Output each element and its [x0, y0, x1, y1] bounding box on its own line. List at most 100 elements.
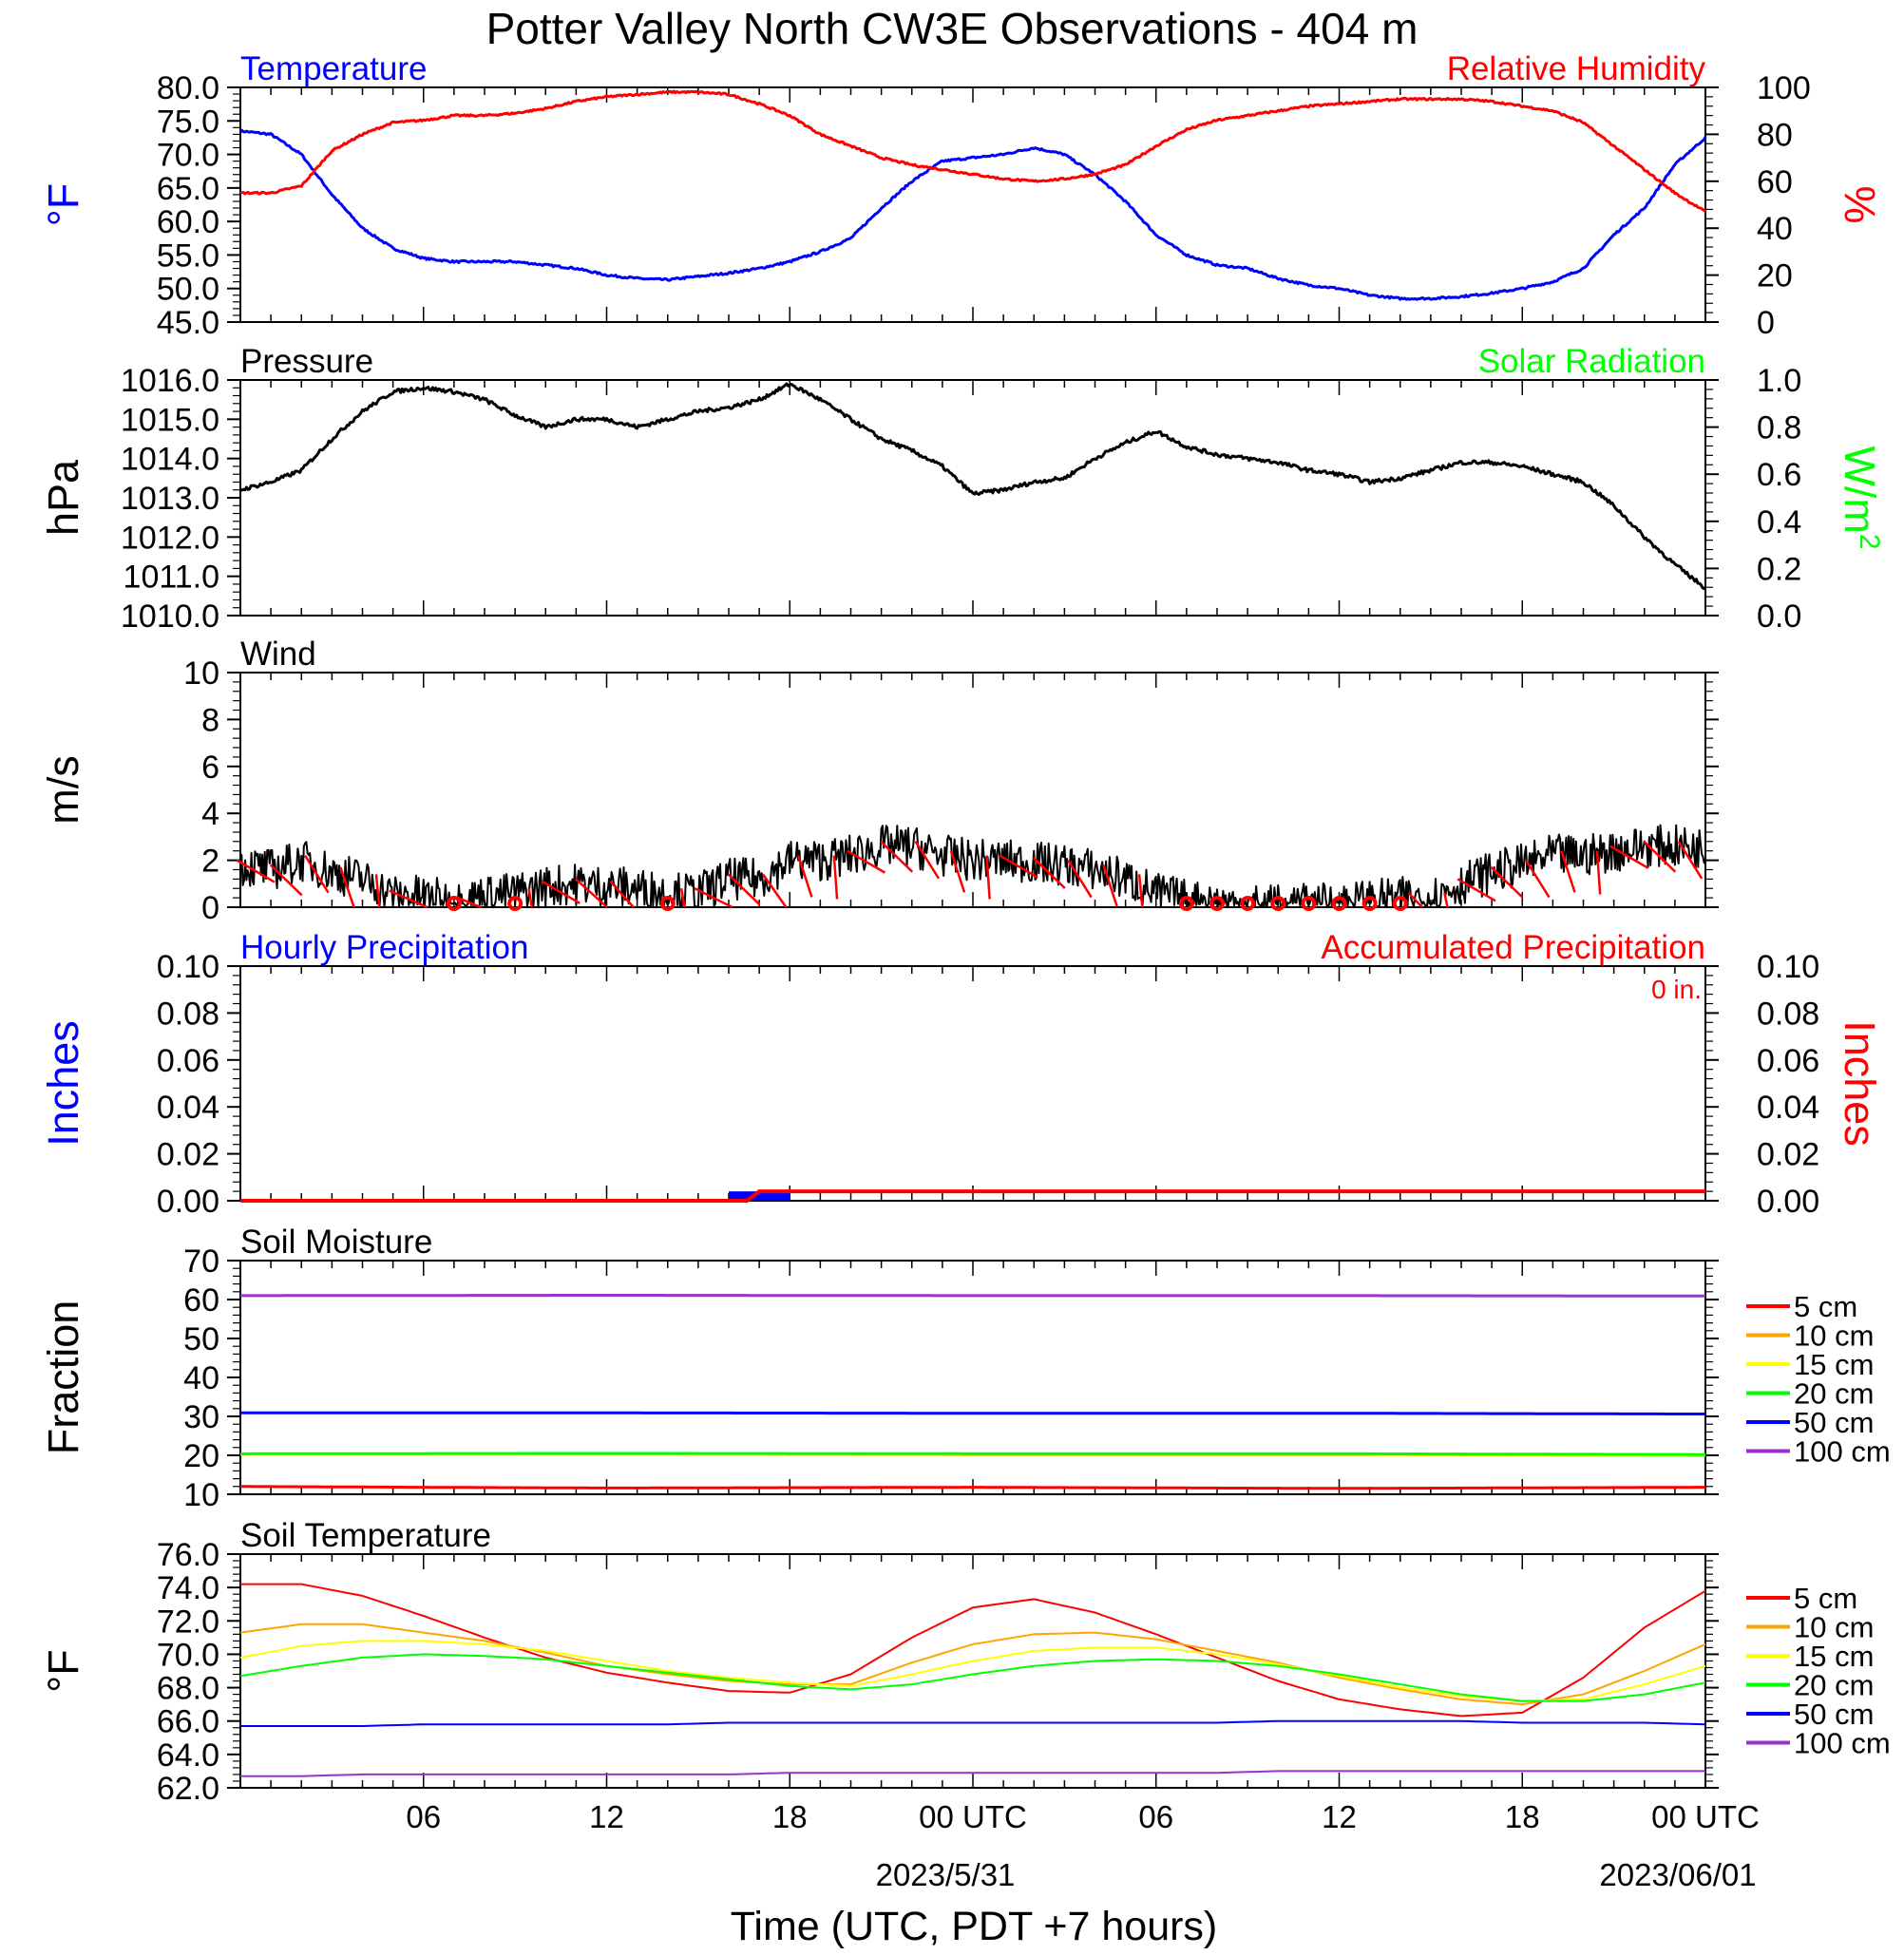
series-5-cm	[240, 1583, 1706, 1718]
wind-barb	[1525, 859, 1551, 899]
calm-wind-marker	[1301, 896, 1317, 911]
wind-barb	[761, 873, 788, 908]
x-date-label-2: 2023/06/01	[1599, 1857, 1756, 1892]
series-accumulated-precipitation	[240, 1189, 1705, 1203]
wind-barb	[1102, 864, 1118, 907]
y-tick-label: 74.0	[157, 1570, 219, 1606]
y-axis-label: m/s	[39, 755, 87, 825]
legend-label: 5 cm	[1794, 1582, 1857, 1615]
y-tick-label: 1014.0	[121, 442, 219, 478]
y-tick-label: 40	[183, 1360, 219, 1396]
series-5-cm	[240, 1485, 1705, 1490]
y-tick-label: 0.00	[157, 1184, 219, 1220]
y-tick-label: 70.0	[157, 1637, 219, 1673]
panel-title: Soil Moisture	[240, 1224, 432, 1261]
y-tick-label: 0.04	[157, 1090, 219, 1126]
y-tick-label: 30	[183, 1399, 219, 1435]
x-tick-label: 18	[772, 1799, 808, 1834]
series-temperature	[238, 128, 1707, 301]
y-right-tick-label: 0.02	[1757, 1137, 1819, 1173]
calm-wind-marker	[1331, 896, 1347, 911]
y-axis-label: °F	[39, 1649, 87, 1692]
wind-barb	[949, 850, 966, 893]
y-tick-label: 1016.0	[121, 363, 219, 399]
calm-wind-marker	[446, 896, 462, 911]
wind-barb	[914, 841, 941, 880]
y-tick-label: 0.02	[157, 1137, 219, 1173]
wind-barb	[541, 880, 581, 904]
panel-hourly-precipitation: 0.00 0.02 0.04 0.06 0.08 0.10 0.00 0.02 0.04 0.06…	[39, 929, 1884, 1220]
legend-label: 10 cm	[1794, 1611, 1874, 1644]
y-tick-label: 0.10	[157, 949, 219, 985]
y-tick-label: 65.0	[157, 171, 219, 207]
wind-barb	[1443, 892, 1449, 908]
wind-barb	[1595, 850, 1602, 895]
series-wind	[239, 824, 1706, 908]
y-tick-label: 62.0	[157, 1771, 219, 1807]
wind-barb	[236, 859, 276, 883]
calm-wind-marker	[1178, 896, 1194, 911]
wind-barb	[457, 896, 482, 909]
series-relative-humidity	[239, 89, 1706, 213]
wind-barb	[389, 889, 428, 909]
y-tick-label: 70.0	[157, 138, 219, 174]
y-axis-label: hPa	[39, 459, 87, 536]
calm-wind-marker	[507, 896, 524, 911]
wind-barb	[847, 849, 886, 874]
panel-soil-temperature: 62.064.066.068.070.072.074.076.0 Soil Tem…	[39, 1517, 1891, 1834]
y-axis-label: Fraction	[39, 1300, 87, 1455]
y-tick-label: 60.0	[157, 204, 219, 240]
wind-barb	[985, 855, 991, 900]
precip-bar	[729, 1191, 760, 1201]
y-right-tick-label: 0.04	[1757, 1090, 1819, 1126]
series-100-cm	[240, 1294, 1705, 1298]
accumulated-total-label: 0 in.	[1651, 975, 1702, 1004]
precip-bar	[759, 1191, 790, 1201]
legend-label: 10 cm	[1794, 1319, 1874, 1353]
y-tick-label: 6	[201, 750, 219, 786]
y-tick-label: 0	[201, 890, 219, 926]
y-tick-label: 10	[183, 1477, 219, 1513]
chart-title: Potter Valley North CW3E Observations - …	[486, 4, 1418, 53]
wind-barb	[374, 874, 381, 908]
wind-barb	[679, 887, 686, 908]
y-right-tick-label: 0.6	[1757, 457, 1801, 493]
legend-label: 15 cm	[1794, 1640, 1874, 1673]
panel-wind: 0 2 4 6 8 10 Wind m/s	[39, 636, 1719, 926]
y-tick-label: 72.0	[157, 1604, 219, 1640]
x-date-label-1: 2023/5/31	[876, 1857, 1016, 1892]
y-right-tick-label: 1.0	[1757, 363, 1801, 399]
panel-title: Temperature	[240, 50, 427, 87]
x-axis-label: Time (UTC, PDT +7 hours)	[731, 1904, 1218, 1949]
y-tick-label: 70	[183, 1243, 219, 1280]
y-axis-right-label: %	[1836, 185, 1884, 223]
series-50-cm	[240, 1411, 1705, 1415]
wind-barb	[727, 873, 761, 906]
y-right-tick-label: 0.8	[1757, 410, 1801, 446]
wind-barb	[1067, 859, 1093, 899]
wind-barb	[1032, 857, 1066, 889]
panel-right-title: Solar Radiation	[1478, 343, 1705, 380]
wind-barb	[880, 840, 914, 873]
legend-label: 50 cm	[1794, 1698, 1874, 1731]
y-right-tick-label: 80	[1757, 117, 1793, 153]
plot-frame	[239, 1553, 1706, 1789]
panel-title: Hourly Precipitation	[240, 929, 528, 966]
plot-frame	[239, 86, 1706, 323]
legend-label: 100 cm	[1794, 1435, 1891, 1469]
y-tick-label: 55.0	[157, 237, 219, 274]
y-tick-label: 80.0	[157, 70, 219, 106]
wind-barb	[797, 855, 813, 898]
panel-title: Wind	[240, 636, 316, 673]
calm-wind-marker	[1392, 896, 1408, 911]
wind-barb	[304, 854, 330, 894]
legend-label: 5 cm	[1794, 1290, 1857, 1323]
series-50-cm	[240, 1719, 1706, 1727]
y-tick-label: 2	[201, 844, 219, 880]
x-tick-label: 00 UTC	[919, 1799, 1027, 1834]
y-tick-label: 0.08	[157, 996, 219, 1032]
wind-barb	[1677, 841, 1704, 880]
legend-label: 100 cm	[1794, 1727, 1891, 1760]
y-tick-label: 50.0	[157, 272, 219, 308]
y-tick-label: 10	[183, 655, 219, 692]
